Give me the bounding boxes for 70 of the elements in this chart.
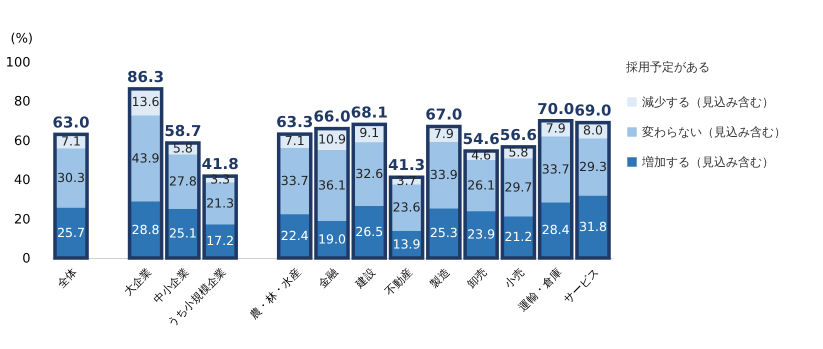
data-label: 25.3 (430, 225, 458, 240)
x-tick-label: 大企業 (122, 266, 154, 298)
data-label: 7.1 (61, 133, 81, 148)
x-tick-label: サービス (561, 266, 602, 306)
y-tick-label: 0 (22, 252, 30, 266)
data-label: 26.5 (355, 224, 384, 240)
x-tick-label: 小売 (502, 266, 527, 291)
x-tick-label: 農・林・水産 (247, 266, 304, 322)
data-label: 36.1 (318, 177, 346, 192)
total-label: 67.0 (425, 105, 462, 124)
data-label: 7.1 (284, 133, 305, 148)
data-label: 7.9 (546, 120, 566, 136)
total-label: 63.0 (52, 113, 90, 132)
x-tick-label: 製造 (428, 266, 452, 291)
data-label: 5.8 (508, 144, 528, 160)
data-label: 23.6 (392, 200, 421, 215)
data-label: 22.4 (280, 228, 309, 244)
y-axis-title: (%) (10, 32, 33, 46)
x-tick-label: 全体 (54, 266, 80, 291)
data-label: 28.4 (542, 222, 570, 238)
y-tick-label: 20 (14, 212, 30, 228)
data-label: 25.7 (57, 224, 85, 240)
data-label: 13.9 (392, 236, 421, 252)
x-tick-label: 卸売 (464, 266, 490, 291)
data-label: 8.0 (583, 122, 603, 138)
y-tick-label: 40 (14, 173, 30, 188)
data-label: 7.9 (434, 126, 454, 142)
legend-title: 採用予定がある (626, 60, 710, 74)
x-tick-label: 金融 (316, 266, 340, 291)
data-label: 29.3 (579, 158, 607, 174)
data-label: 28.8 (132, 222, 160, 237)
total-label: 86.3 (127, 68, 164, 86)
data-label: 17.2 (206, 233, 234, 248)
total-label: 66.0 (313, 108, 351, 126)
y-tick-label: 100 (6, 56, 30, 70)
total-label: 58.7 (164, 122, 202, 140)
data-label: 23.9 (467, 226, 496, 242)
data-label: 30.3 (57, 170, 85, 185)
data-label: 31.8 (579, 218, 607, 234)
x-tick-label: 不動産 (382, 266, 416, 298)
data-label: 33.9 (430, 167, 458, 182)
data-label: 5.8 (172, 140, 193, 156)
data-label: 26.1 (467, 178, 496, 193)
total-label: 56.6 (500, 126, 537, 144)
legend-label: 変わらない（見込み含む） (642, 125, 786, 139)
data-label: 21.3 (206, 195, 234, 210)
total-label: 63.3 (276, 113, 314, 132)
data-label: 27.8 (168, 174, 197, 189)
total-label: 68.1 (350, 103, 388, 122)
data-label: 13.6 (132, 94, 160, 110)
total-label: 70.0 (537, 100, 574, 118)
data-label: 29.7 (504, 179, 532, 194)
total-label: 69.0 (574, 102, 612, 120)
total-label: 41.8 (202, 155, 239, 174)
data-label: 25.1 (168, 225, 197, 240)
data-label: 9.1 (359, 125, 380, 140)
data-label: 19.0 (318, 231, 346, 246)
data-label: 43.9 (132, 150, 160, 166)
data-label: 32.6 (355, 166, 384, 182)
y-tick-label: 80 (14, 94, 30, 110)
y-tick-label: 60 (14, 134, 30, 149)
data-label: 33.7 (542, 161, 570, 176)
x-tick-label: 建設 (352, 266, 378, 292)
total-label: 41.3 (388, 156, 426, 174)
data-label: 10.9 (318, 131, 346, 146)
total-label: 54.6 (462, 130, 500, 148)
legend-label: 増加する（見込み含む） (641, 155, 774, 169)
data-label: 33.7 (280, 173, 309, 188)
legend-label: 減少する（見込み含む） (642, 95, 774, 109)
data-label: 21.2 (504, 229, 532, 244)
